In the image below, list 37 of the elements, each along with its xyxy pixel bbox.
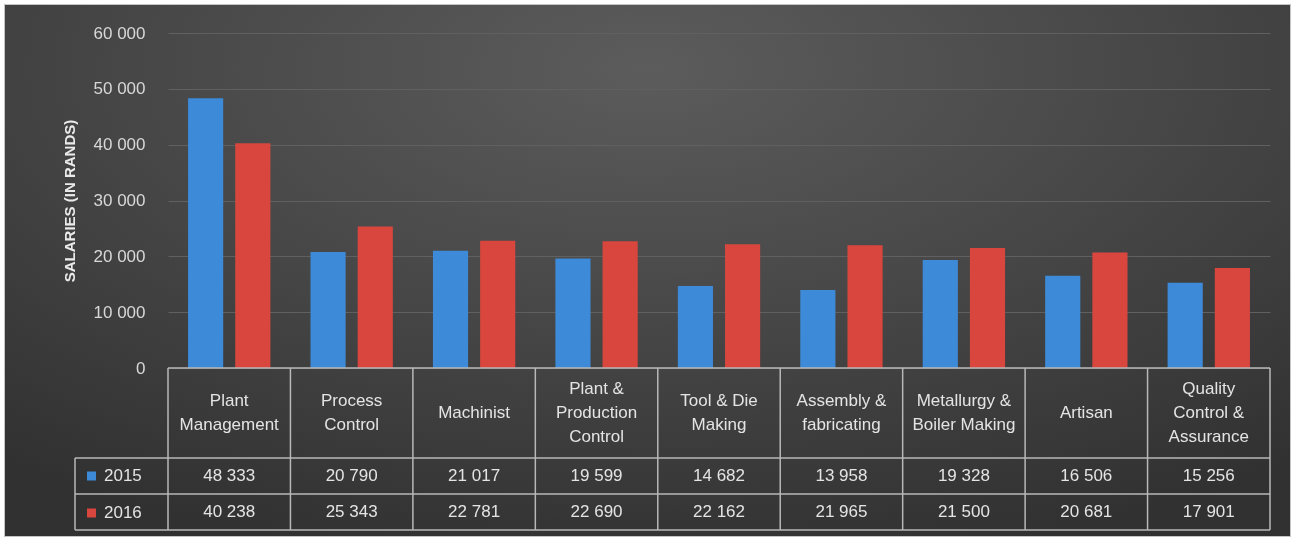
data-label: 40 238 bbox=[203, 502, 256, 521]
y-axis-title: SALARIES (IN RANDS) bbox=[60, 119, 78, 283]
data-label: 21 965 bbox=[815, 502, 868, 521]
x-tick-label: Machinist bbox=[438, 403, 511, 422]
data-label: 25 343 bbox=[325, 502, 378, 521]
data-label: 22 690 bbox=[570, 502, 623, 521]
y-tick-label: 60 000 bbox=[93, 23, 146, 43]
legend-label: 2015 bbox=[104, 466, 142, 485]
y-tick-label: 40 000 bbox=[93, 135, 146, 155]
data-label: 14 682 bbox=[693, 466, 745, 485]
y-tick-label: 20 000 bbox=[93, 246, 146, 266]
data-label: 19 328 bbox=[937, 466, 990, 485]
x-tick-label: Process Control bbox=[320, 391, 383, 434]
data-label: 17 901 bbox=[1182, 502, 1235, 521]
y-tick-label: 10 000 bbox=[93, 302, 146, 322]
data-label: 15 256 bbox=[1182, 466, 1235, 485]
x-tick-label: Metallurgy & Boiler Making bbox=[912, 391, 1016, 434]
legend-label: 2016 bbox=[104, 503, 142, 522]
data-label: 48 333 bbox=[203, 466, 256, 485]
y-tick-label: 50 000 bbox=[93, 79, 146, 99]
x-tick-label: Plant Management bbox=[179, 391, 280, 434]
x-tick-label: Quality Control & Assurance bbox=[1168, 379, 1249, 446]
y-tick-label: 30 000 bbox=[93, 191, 146, 210]
data-label: 22 781 bbox=[448, 502, 501, 521]
x-tick-label: Assembly & fabricating bbox=[796, 391, 887, 434]
y-tick-label: 0 bbox=[136, 358, 146, 378]
data-label: 21 500 bbox=[937, 502, 990, 521]
data-label: 22 162 bbox=[693, 502, 745, 521]
data-label: 20 790 bbox=[325, 466, 378, 485]
data-label: 16 506 bbox=[1060, 466, 1113, 485]
data-label: 19 599 bbox=[570, 466, 623, 485]
data-label: 13 958 bbox=[815, 466, 868, 485]
x-tick-label: Plant & Production Control bbox=[555, 379, 638, 446]
x-tick-label: Tool & Die Making bbox=[680, 391, 758, 434]
data-label: 20 681 bbox=[1060, 502, 1113, 521]
data-label: 21 017 bbox=[448, 466, 501, 485]
x-tick-label: Artisan bbox=[1059, 403, 1113, 422]
